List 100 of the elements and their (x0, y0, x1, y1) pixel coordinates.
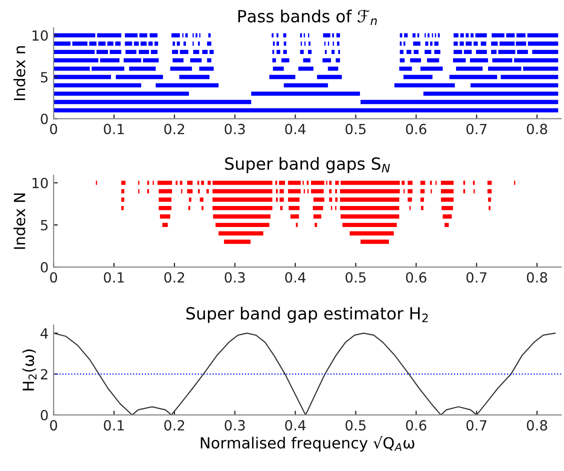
bar (328, 66, 338, 71)
bar (440, 189, 454, 194)
bar (121, 180, 126, 185)
bar (54, 108, 558, 112)
bar (150, 33, 158, 38)
bar (284, 83, 328, 88)
bar (420, 189, 425, 194)
bar (96, 50, 108, 54)
bar (400, 50, 404, 54)
bar (434, 50, 440, 54)
bar (158, 180, 172, 185)
bar (408, 189, 413, 194)
bar (276, 50, 280, 54)
bar (475, 33, 487, 38)
x-tick-label: 0.7 (466, 272, 486, 283)
bar (179, 74, 210, 80)
x-tick-label: 0.2 (164, 420, 184, 431)
bar (314, 222, 318, 228)
bar (340, 206, 400, 210)
bar (456, 66, 483, 71)
bar (420, 180, 426, 185)
bar (500, 74, 558, 80)
bar (208, 33, 211, 38)
bar (54, 74, 111, 80)
y-tick-label: 0 (40, 262, 48, 273)
bar (54, 50, 95, 54)
bar (278, 180, 286, 185)
bar (360, 240, 389, 244)
bar (527, 33, 558, 38)
bar (201, 180, 204, 185)
bar (414, 50, 419, 54)
bar (336, 33, 340, 38)
bar (340, 189, 400, 194)
x-tick-label: 0.8 (526, 124, 548, 134)
x-tick-label: 0.5 (346, 272, 366, 283)
bar (288, 198, 300, 202)
bar (491, 50, 497, 54)
x-tick-label: 0.2 (164, 124, 184, 134)
bar (138, 50, 150, 54)
bar (170, 66, 192, 71)
x-tick-label: 0.3 (224, 124, 245, 134)
bar (470, 83, 558, 88)
x-tick-label: 0 (50, 420, 58, 431)
bar (298, 66, 314, 71)
bar (444, 222, 449, 228)
bar (400, 58, 405, 62)
bar (193, 50, 200, 54)
bar (171, 33, 180, 38)
bar (283, 50, 287, 54)
bar (156, 83, 219, 88)
bar (202, 50, 208, 54)
bar (54, 100, 252, 104)
bar (323, 33, 330, 38)
x-tick-label: 0.4 (285, 420, 306, 431)
bar (162, 222, 168, 228)
x-tick-label: 0.7 (466, 124, 486, 134)
bar (269, 74, 296, 80)
bar (251, 92, 360, 96)
bar (322, 58, 331, 62)
bar (464, 50, 472, 54)
bar (124, 42, 132, 46)
bar (125, 50, 136, 54)
bar (442, 214, 452, 219)
bar (399, 66, 412, 71)
bar (487, 189, 492, 194)
bar (176, 42, 180, 46)
bar (143, 58, 159, 62)
bar (280, 198, 284, 202)
bar (224, 240, 251, 244)
x-tick-label: 0.6 (406, 124, 426, 134)
bar (54, 83, 142, 88)
bar (329, 198, 332, 202)
x-tick-label: 0.4 (285, 124, 306, 134)
bar (440, 180, 454, 185)
bar (528, 42, 558, 46)
bar (332, 50, 335, 54)
bar (160, 214, 170, 219)
bar (158, 189, 172, 194)
bar (470, 33, 474, 38)
bar (516, 33, 526, 38)
bar (283, 33, 286, 38)
bar (208, 180, 211, 185)
bar (311, 180, 324, 185)
bar (311, 189, 324, 194)
bar (454, 50, 462, 54)
bar (442, 206, 454, 210)
bar (187, 189, 193, 194)
bar (403, 74, 432, 80)
bar (281, 58, 290, 62)
bar (420, 198, 424, 202)
y-axis-title: Index n (13, 46, 26, 100)
bar (158, 198, 172, 202)
bar (212, 206, 272, 210)
bar (308, 50, 312, 54)
bar (116, 74, 163, 80)
x-tick-label: 0.2 (164, 272, 184, 283)
bar (350, 231, 394, 236)
x-tick-label: 0.5 (346, 420, 366, 431)
x-tick-label: 0.6 (406, 420, 426, 431)
y-tick-label: 0 (40, 114, 48, 124)
